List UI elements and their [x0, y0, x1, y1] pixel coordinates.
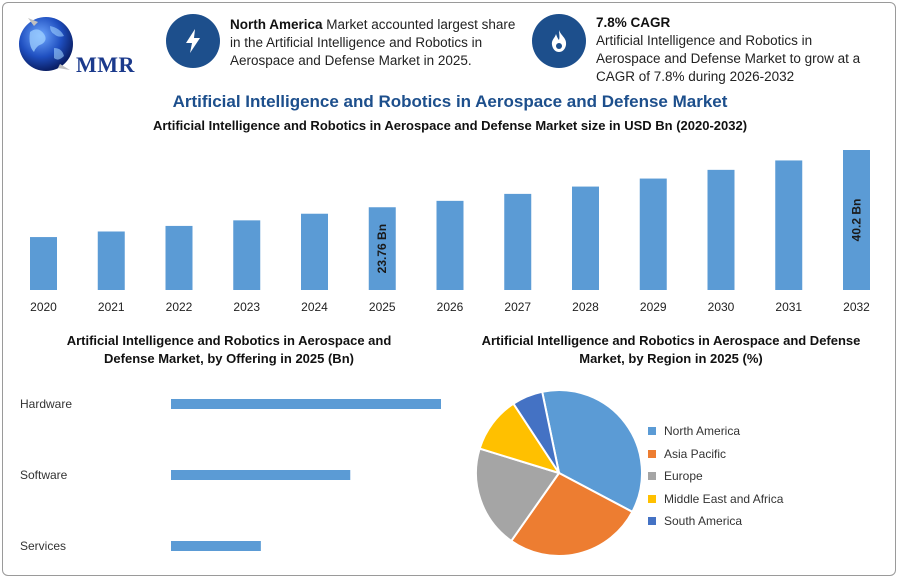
- logo-text: MMR: [76, 52, 135, 77]
- x-tick-label: 2031: [775, 300, 802, 314]
- pie-slice-europe: [475, 447, 561, 543]
- bar-2030: [707, 169, 735, 290]
- x-tick-label: 2030: [708, 300, 735, 314]
- x-tick-label: 2026: [437, 300, 464, 314]
- info-north-america: North America Market accounted largest s…: [230, 16, 520, 70]
- market-size-bar-chart: 2020 2021 2022 2023 2024 2025 23.76 Bn 2026 2027…: [30, 150, 870, 314]
- bar-2025: [368, 207, 396, 290]
- x-tick-label: 2029: [640, 300, 667, 314]
- legend-label: North America: [664, 424, 741, 439]
- info-right-text: Artificial Intelligence and Robotics in …: [596, 33, 861, 84]
- offering-label-services: Services: [20, 539, 66, 553]
- legend-swatch: [648, 472, 656, 481]
- pie-slice-asia-pacific: [509, 471, 634, 557]
- x-tick-label: 2025: [369, 300, 396, 314]
- pie-slice-south-america: [512, 390, 560, 474]
- bar-2032: [843, 150, 870, 290]
- offering-bar-chart: Hardware Software Services: [20, 397, 441, 553]
- region-legend: North America Asia Pacific Europe Middle Ea…: [648, 420, 783, 533]
- legend-swatch: [648, 517, 656, 526]
- mmr-logo: MMR: [14, 14, 144, 77]
- lightning-icon: [166, 14, 220, 68]
- offering-label-software: Software: [20, 468, 68, 482]
- offering-bar-software: [171, 470, 351, 480]
- bar-2024: [301, 213, 328, 290]
- pie-slice-north-america: [540, 389, 643, 514]
- legend-label: Middle East and Africa: [664, 491, 784, 506]
- info-left-text: Market accounted largest share in the Ar…: [230, 17, 516, 68]
- x-tick-label: 2024: [301, 300, 328, 314]
- info-left-bold: North America: [230, 17, 323, 32]
- bar-2022: [165, 225, 193, 290]
- main-title: Artificial Intelligence and Robotics in …: [172, 92, 728, 111]
- globe-icon: [19, 17, 73, 71]
- bar-2028: [572, 186, 599, 290]
- legend-label: Europe: [664, 469, 703, 484]
- bar-2023: [233, 220, 261, 290]
- legend-item: Europe: [648, 465, 783, 488]
- bar-2021: [97, 231, 125, 290]
- flame-icon: [532, 14, 586, 68]
- x-tick-label: 2027: [504, 300, 531, 314]
- legend-label: Asia Pacific: [664, 446, 727, 461]
- info-cagr: 7.8% CAGR Artificial Intelligence and Ro…: [596, 14, 876, 86]
- bar-2031: [775, 160, 803, 290]
- bar-2027: [504, 193, 532, 290]
- offering-bar-hardware: [171, 399, 441, 409]
- offering-chart-title: Artificial Intelligence and Robotics in …: [66, 333, 392, 366]
- info-right-title: 7.8% CAGR: [596, 15, 671, 30]
- x-tick-label: 2028: [572, 300, 599, 314]
- data-label-2032: 40.2 Bn: [850, 199, 864, 242]
- data-label-2025: 23.76 Bn: [375, 224, 389, 273]
- x-tick-label: 2023: [233, 300, 260, 314]
- region-chart-title: Artificial Intelligence and Robotics in …: [481, 333, 861, 366]
- bar-chart-title: Artificial Intelligence and Robotics in …: [152, 118, 748, 133]
- bar-2020: [30, 237, 57, 290]
- offering-bar-services: [171, 541, 261, 551]
- legend-item: Asia Pacific: [648, 443, 783, 466]
- legend-label: South America: [664, 514, 743, 529]
- bar-2029: [639, 178, 667, 290]
- x-tick-label: 2021: [98, 300, 125, 314]
- legend-item: Middle East and Africa: [648, 488, 783, 511]
- x-tick-label: 2020: [30, 300, 57, 314]
- legend-swatch: [648, 427, 656, 436]
- x-tick-label: 2032: [843, 300, 870, 314]
- x-tick-label: 2022: [166, 300, 193, 314]
- bar-2026: [436, 200, 464, 290]
- legend-item: South America: [648, 510, 783, 533]
- legend-item: North America: [648, 420, 783, 443]
- region-pie-chart: [475, 389, 643, 557]
- offering-label-hardware: Hardware: [20, 397, 72, 411]
- legend-swatch: [648, 494, 656, 503]
- legend-swatch: [648, 449, 656, 458]
